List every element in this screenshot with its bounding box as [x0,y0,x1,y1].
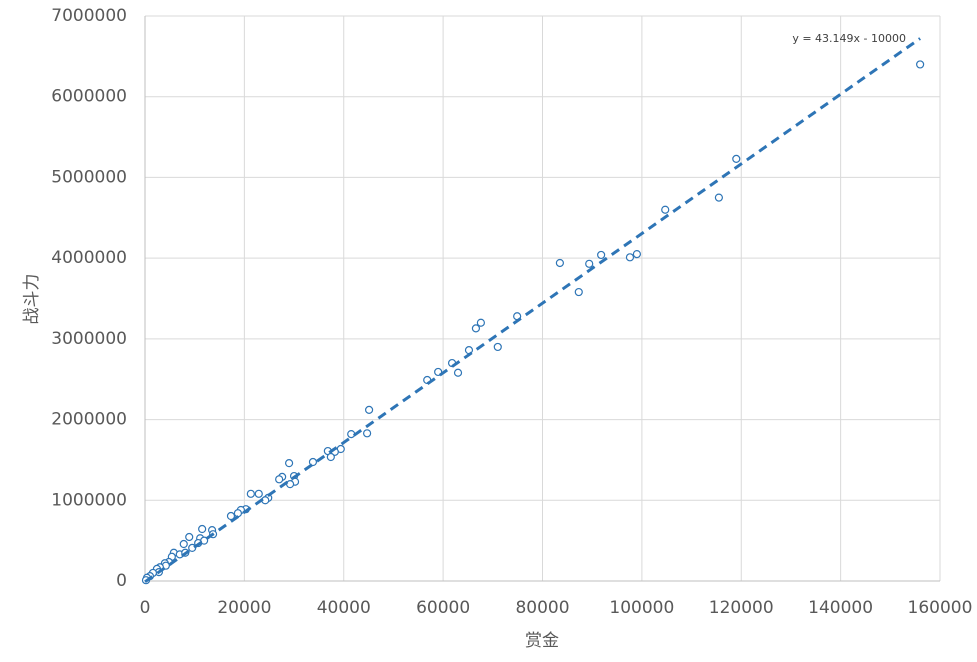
point [364,405,374,414]
y-tick-label: 6000000 [51,87,127,107]
point [555,258,564,268]
point [254,489,263,498]
x-axis-title: 赏金 [525,631,559,651]
y-axis-title: 战斗力 [22,274,42,325]
point [326,452,335,462]
point [916,60,925,69]
point [284,459,294,468]
point [632,250,642,259]
point [453,368,463,377]
point [585,259,594,268]
x-tick-label: 160000 [908,598,973,618]
x-tick-label: 120000 [709,598,774,618]
point [471,324,481,333]
point [198,524,207,534]
x-tick-label: 140000 [808,598,873,618]
x-tick-label: 0 [140,598,151,618]
x-tick-label: 60000 [416,598,470,618]
point [597,250,606,260]
point [476,318,485,327]
y-tick-label: 3000000 [51,329,127,349]
point [732,154,741,163]
point [275,475,284,484]
point [179,539,188,549]
point [661,205,670,214]
point [233,509,243,518]
x-tick-label: 40000 [317,598,371,618]
point [363,429,372,438]
trendline-label: y = 43.149x - 10000 [792,32,906,45]
point [226,511,236,521]
point [714,193,723,202]
trendline [144,37,921,584]
y-tick-label: 1000000 [51,490,127,510]
point [285,480,295,489]
point [246,489,255,498]
point [625,253,635,262]
y-tick-label: 5000000 [51,167,127,187]
x-tick-label: 100000 [609,598,674,618]
y-tick-label: 4000000 [51,248,127,268]
point [574,287,583,297]
point [185,532,194,542]
point [493,342,502,352]
y-tick-label: 7000000 [51,6,127,26]
x-tick-label: 20000 [217,598,271,618]
y-tick-label: 0 [116,571,127,591]
x-tick-label: 80000 [515,598,569,618]
y-tick-label: 2000000 [51,410,127,430]
